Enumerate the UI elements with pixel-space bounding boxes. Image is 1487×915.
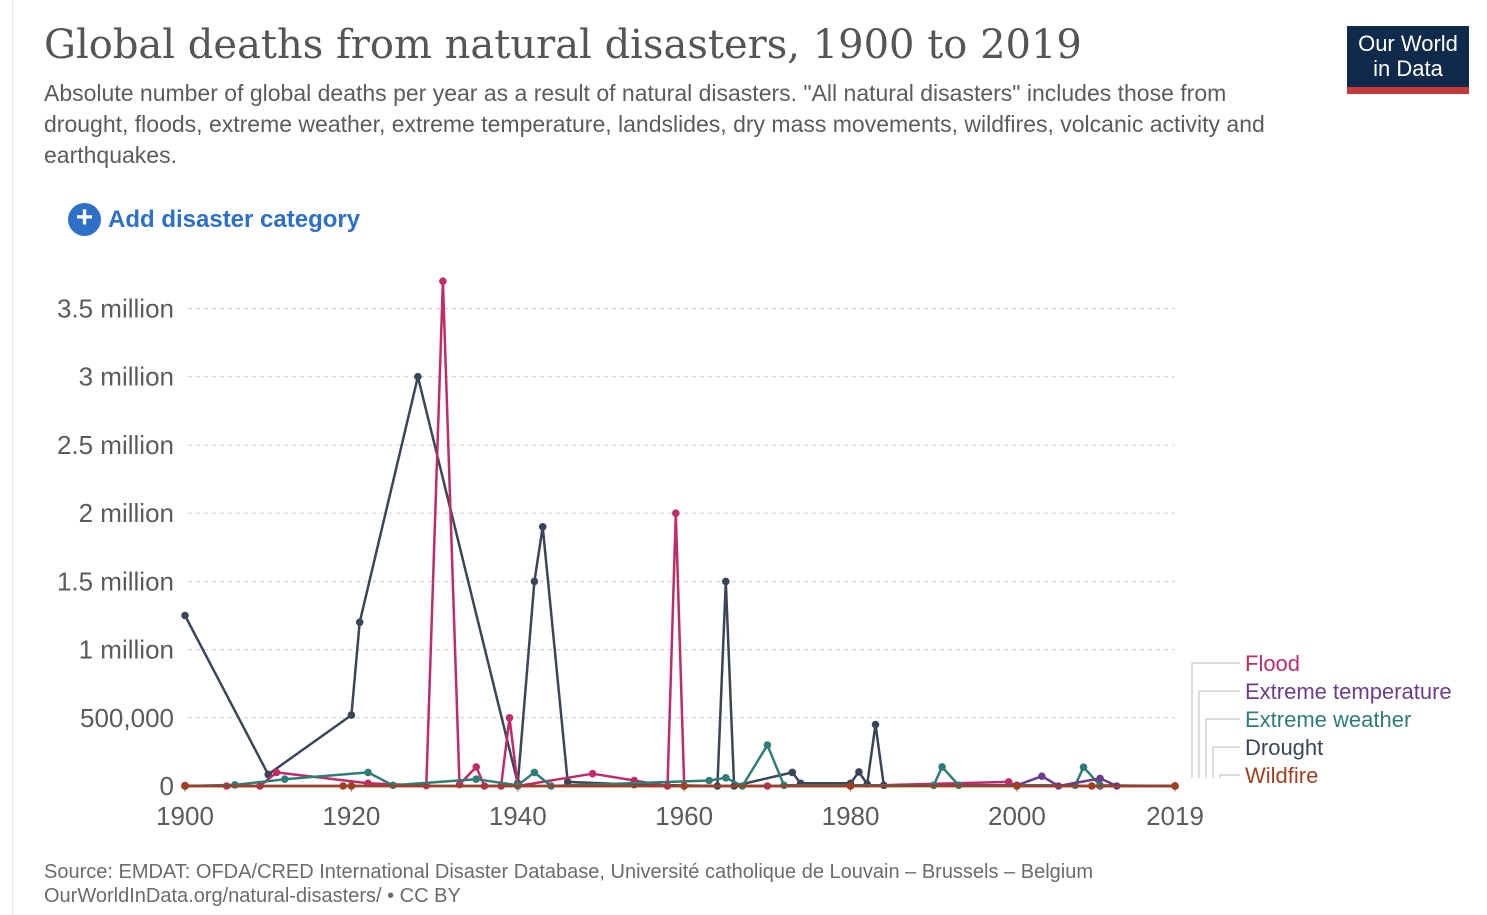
series-lines — [181, 277, 1179, 790]
x-tick-label: 1940 — [489, 801, 547, 831]
chart-title: Global deaths from natural disasters, 19… — [44, 22, 1082, 68]
data-point[interactable] — [680, 782, 688, 790]
data-point[interactable] — [530, 577, 539, 586]
data-point[interactable] — [763, 741, 772, 749]
page-edge-rule — [12, 0, 13, 915]
data-point[interactable] — [181, 782, 189, 790]
data-point[interactable] — [455, 780, 464, 789]
legend: Flood Extreme temperature Extreme weather D… — [1191, 651, 1452, 788]
data-point[interactable] — [1171, 782, 1179, 790]
chart-subtitle: Absolute number of global deaths per yea… — [44, 80, 1265, 168]
legend-connector — [1191, 662, 1240, 778]
data-point[interactable] — [505, 714, 514, 722]
x-tick-label: 1920 — [322, 801, 380, 831]
data-point[interactable] — [472, 775, 481, 783]
data-point[interactable] — [355, 618, 364, 627]
data-point[interactable] — [1096, 774, 1104, 783]
data-point[interactable] — [563, 778, 572, 786]
data-point[interactable] — [1013, 782, 1021, 790]
y-tick-label: 3.5 million — [57, 294, 174, 324]
data-point[interactable] — [788, 768, 797, 777]
data-point[interactable] — [722, 577, 730, 586]
y-tick-label: 0 — [160, 771, 174, 801]
source-text: Source: EMDAT: OFDA/CRED International D… — [44, 861, 1093, 883]
y-tick-label: 500,000 — [80, 703, 174, 733]
series-flood[interactable] — [181, 277, 1179, 790]
legend-connector — [1219, 774, 1240, 778]
series-extreme-weather[interactable] — [181, 741, 1179, 790]
license-link[interactable]: OurWorldInData.org/natural-disasters/ • … — [44, 885, 461, 907]
data-point[interactable] — [281, 775, 289, 783]
add-disaster-category-label: Add disaster category — [108, 205, 361, 233]
series-line — [184, 279, 1175, 788]
legend-connector — [1212, 746, 1240, 778]
data-point[interactable] — [588, 769, 597, 778]
y-tick-label: 2 million — [79, 498, 174, 528]
x-tick-label: 2019 — [1146, 801, 1204, 831]
data-point[interactable] — [538, 523, 547, 531]
line-chart: 0 500,000 1 million 1.5 million 2 million 2.5… — [57, 277, 1452, 831]
data-point[interactable] — [1038, 772, 1046, 780]
logo-accent-bar — [1347, 87, 1469, 94]
data-point[interactable] — [439, 277, 447, 286]
x-axis-ticks: 1900 1920 1940 1960 1980 2000 2019 — [156, 786, 1204, 831]
data-point[interactable] — [1079, 763, 1088, 771]
plus-circle-icon: + — [68, 203, 101, 236]
data-point[interactable] — [364, 768, 372, 777]
logo-line-1: Our World — [1358, 31, 1458, 56]
logo-line-2: in Data — [1373, 56, 1443, 81]
x-tick-label: 1980 — [822, 801, 880, 831]
data-point[interactable] — [855, 768, 863, 776]
data-point[interactable] — [705, 776, 713, 785]
data-point[interactable] — [272, 768, 281, 777]
data-point[interactable] — [347, 782, 356, 790]
x-tick-label: 1900 — [156, 801, 214, 831]
data-point[interactable] — [846, 782, 855, 790]
legend-connector — [1205, 718, 1240, 778]
legend-connector — [1198, 690, 1240, 778]
data-point[interactable] — [530, 768, 539, 777]
y-axis-ticks: 0 500,000 1 million 1.5 million 2 million 2.5… — [57, 294, 174, 801]
data-point[interactable] — [722, 774, 730, 782]
data-point[interactable] — [347, 711, 356, 719]
data-point[interactable] — [1004, 778, 1013, 786]
x-tick-label: 1960 — [655, 801, 713, 831]
legend-label-extreme-weather[interactable]: Extreme weather — [1245, 707, 1411, 732]
legend-label-extreme-temperature[interactable]: Extreme temperature — [1245, 679, 1452, 704]
x-tick-label: 2000 — [988, 801, 1046, 831]
data-point[interactable] — [472, 763, 481, 771]
legend-label-flood[interactable]: Flood — [1245, 651, 1300, 676]
data-point[interactable] — [938, 763, 946, 771]
legend-label-drought[interactable]: Drought — [1245, 735, 1323, 760]
legend-label-wildfire[interactable]: Wildfire — [1245, 763, 1318, 788]
data-point[interactable] — [339, 782, 347, 790]
add-disaster-category-button[interactable]: + Add disaster category — [68, 203, 360, 236]
data-point[interactable] — [672, 509, 680, 517]
owid-logo[interactable]: Our World in Data — [1347, 26, 1469, 94]
data-point[interactable] — [181, 611, 189, 620]
data-point[interactable] — [1088, 782, 1096, 790]
y-tick-label: 2.5 million — [57, 430, 174, 460]
data-point[interactable] — [414, 372, 422, 381]
data-point[interactable] — [871, 720, 880, 729]
series-wildfire[interactable] — [181, 782, 1179, 790]
y-tick-label: 3 million — [79, 362, 174, 392]
chart-source: Source: EMDAT: OFDA/CRED International D… — [44, 860, 1093, 908]
y-tick-label: 1.5 million — [57, 566, 174, 596]
y-tick-label: 1 million — [79, 635, 174, 665]
